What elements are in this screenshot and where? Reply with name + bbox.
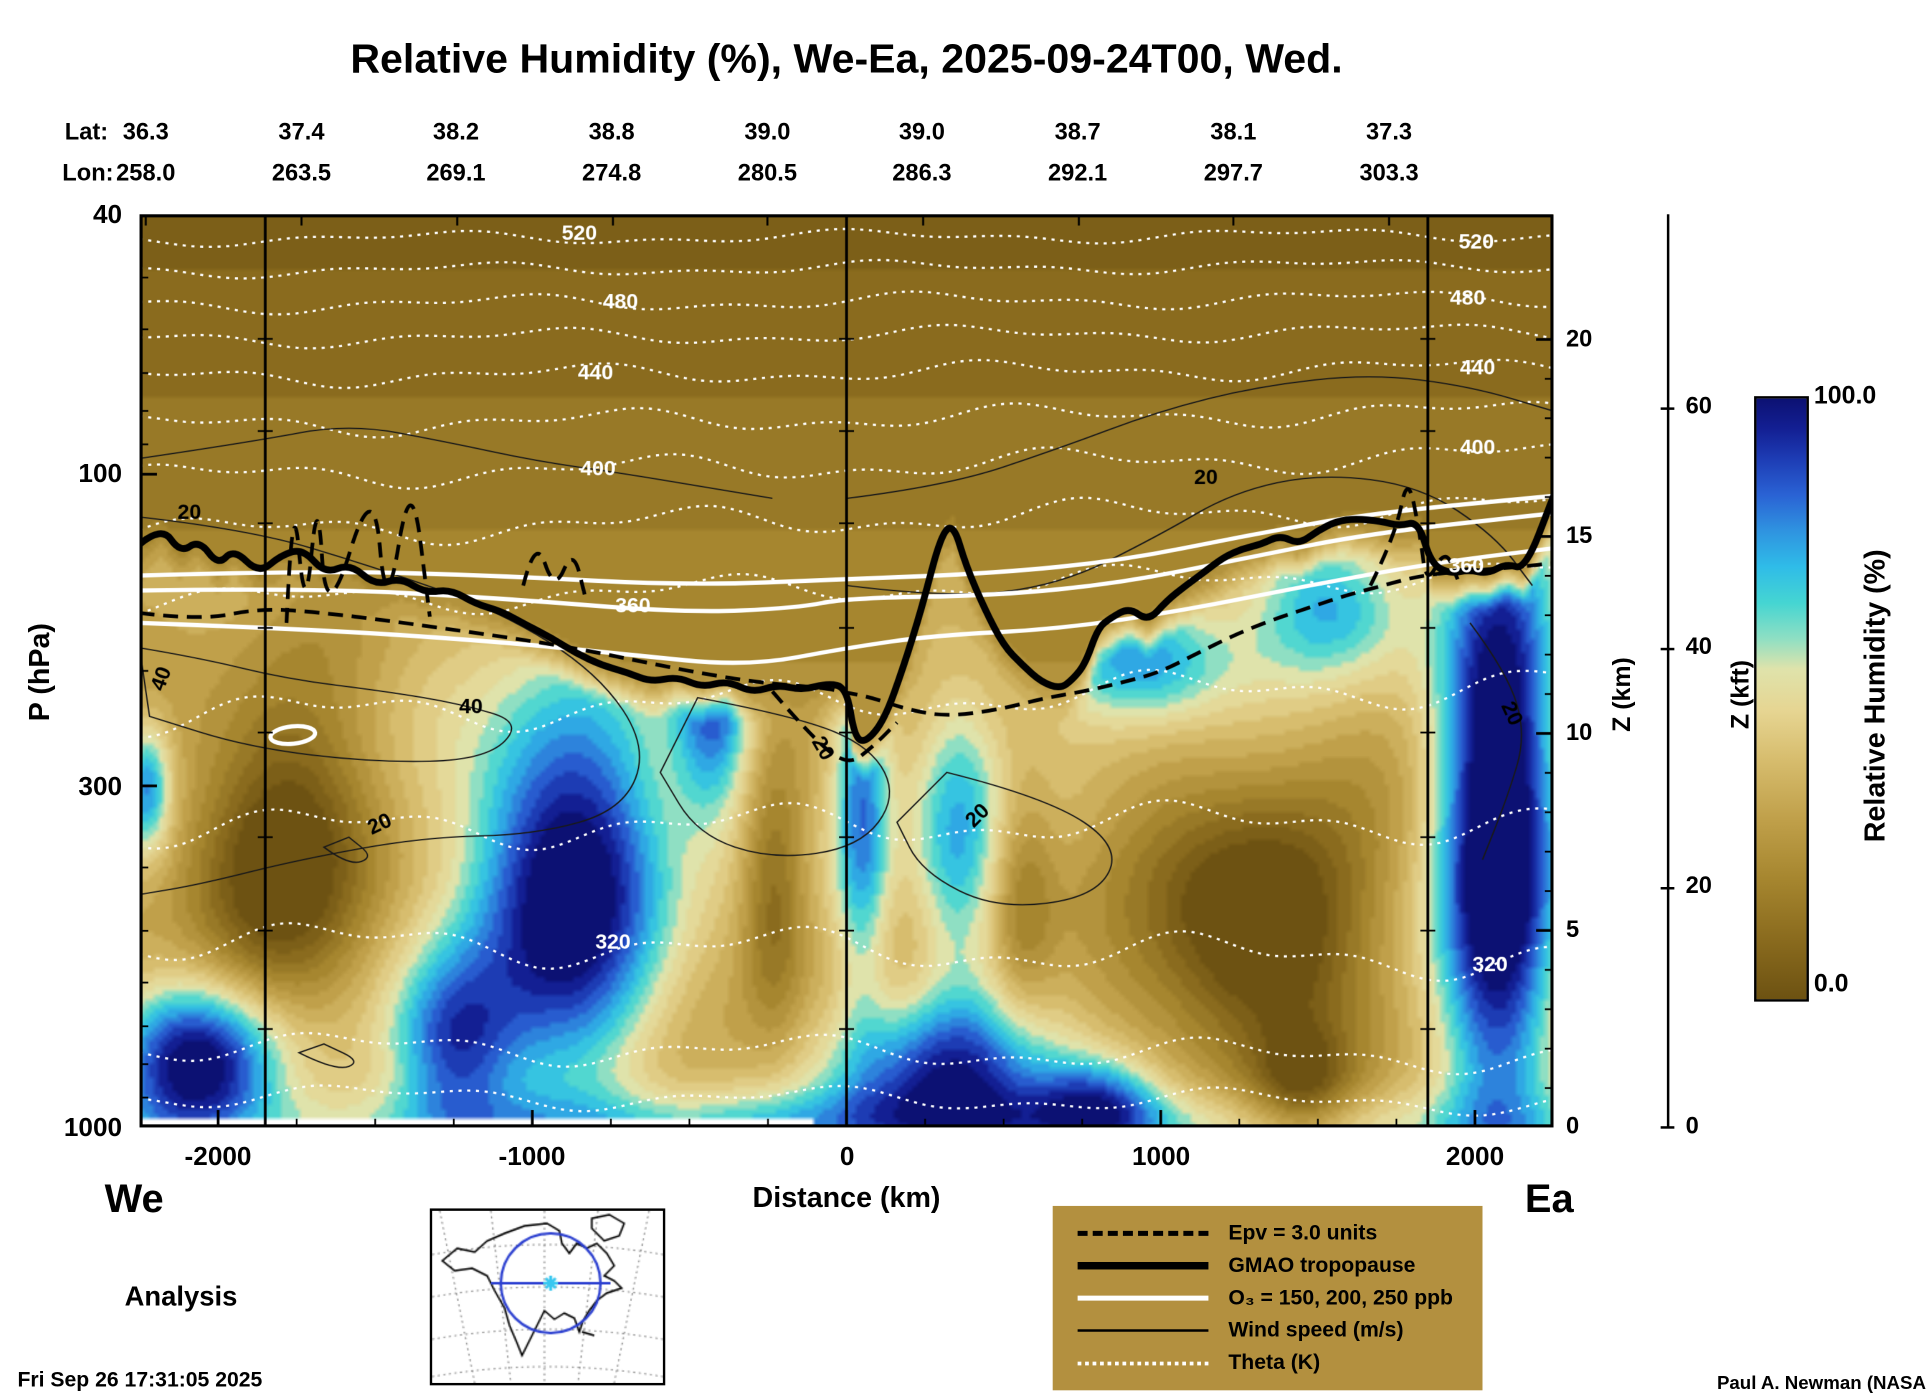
zkft-tick-mark: [1660, 647, 1675, 651]
zkm-axis-label: Z (km): [1608, 657, 1637, 732]
legend-line-wind: [1077, 1329, 1209, 1332]
colorbar-max: 100.0: [1813, 382, 1877, 410]
legend-item-label: Epv = 3.0 units: [1228, 1220, 1378, 1245]
zkft-tick-mark: [1660, 1126, 1675, 1129]
zkm-tick: 20: [1565, 326, 1593, 353]
zkft-tick-mark: [1660, 887, 1675, 890]
colorbar-label: Relative Humidity (%): [1858, 549, 1891, 843]
lon-axis-label: Lon:: [62, 160, 114, 187]
lat-value: 37.4: [278, 119, 325, 146]
lat-value: 39.0: [898, 119, 945, 146]
legend-line-tropopause: [1077, 1261, 1209, 1270]
zkft-tick: 60: [1685, 393, 1712, 420]
humidity-cross-section-canvas: [139, 214, 1554, 1128]
p-axis-tick: 40: [92, 200, 123, 230]
distance-tick: 1000: [1131, 1142, 1191, 1172]
p-axis-tick: 1000: [63, 1113, 123, 1143]
zkm-tick: 5: [1565, 916, 1580, 944]
zkft-tick-mark: [1660, 407, 1675, 410]
p-axis-tick: 300: [78, 772, 123, 802]
lat-value: 38.7: [1054, 119, 1101, 146]
zkft-axis-line: [1666, 214, 1670, 1128]
lon-value: 303.3: [1359, 160, 1419, 187]
footer-credit: Paul A. Newman (NASA: [1716, 1372, 1926, 1394]
legend-item: Wind speed (m/s): [1077, 1318, 1473, 1343]
distance-tick: 2000: [1445, 1142, 1505, 1172]
colorbar-min: 0.0: [1813, 970, 1849, 998]
distance-tick: -1000: [498, 1142, 566, 1172]
chart-title: Relative Humidity (%), We-Ea, 2025-09-24…: [350, 34, 1343, 81]
lon-value: 258.0: [116, 160, 176, 187]
p-axis-label: P (hPa): [23, 623, 56, 722]
legend: Epv = 3.0 units GMAO tropopause O₃ = 150…: [1052, 1205, 1483, 1391]
zkm-tick: 15: [1565, 523, 1593, 550]
colorbar-gradient: [1756, 398, 1807, 1000]
lat-value: 38.8: [588, 119, 635, 146]
lat-value: 38.1: [1210, 119, 1257, 146]
lon-value: 280.5: [737, 160, 798, 187]
colorbar: [1754, 396, 1809, 1002]
distance-axis-label: Distance (km): [752, 1181, 941, 1214]
lat-value: 36.3: [122, 119, 169, 146]
legend-item: Theta (K): [1077, 1350, 1473, 1375]
legend-item: O₃ = 150, 200, 250 ppb: [1077, 1285, 1473, 1311]
zkm-tick: 0: [1565, 1113, 1580, 1140]
lon-value: 274.8: [582, 160, 642, 187]
distance-tick: 0: [839, 1142, 855, 1172]
lat-value: 39.0: [744, 119, 791, 146]
legend-item-label: O₃ = 150, 200, 250 ppb: [1228, 1285, 1454, 1310]
lat-value: 38.2: [432, 119, 479, 146]
analysis-label: Analysis: [124, 1280, 238, 1312]
legend-line-theta: [1077, 1361, 1209, 1365]
legend-item-label: GMAO tropopause: [1228, 1253, 1416, 1277]
legend-item: Epv = 3.0 units: [1077, 1220, 1473, 1246]
map-inset-canvas: [432, 1210, 663, 1383]
lon-value: 269.1: [426, 160, 486, 187]
endpoint-ea: Ea: [1524, 1176, 1574, 1221]
legend-item-label: Wind speed (m/s): [1228, 1318, 1404, 1342]
zkft-axis-label: Z (kft): [1727, 659, 1755, 730]
distance-tick: -2000: [184, 1142, 252, 1172]
legend-item-label: Theta (K): [1228, 1350, 1321, 1375]
footer-timestamp: Fri Sep 26 17:31:05 2025: [17, 1367, 263, 1392]
map-inset: [429, 1208, 666, 1386]
zkft-tick: 40: [1685, 634, 1712, 661]
legend-line-epv: [1077, 1230, 1209, 1236]
lon-value: 263.5: [271, 160, 332, 187]
lon-value: 286.3: [892, 160, 952, 187]
lat-value: 37.3: [1366, 119, 1413, 146]
legend-line-ozone: [1077, 1295, 1209, 1301]
legend-item: GMAO tropopause: [1077, 1253, 1473, 1278]
lon-value: 292.1: [1047, 160, 1108, 187]
zkm-tick: 10: [1565, 720, 1593, 747]
endpoint-we: We: [104, 1176, 164, 1221]
zkft-tick: 20: [1685, 873, 1712, 900]
p-axis-tick: 100: [78, 459, 123, 489]
lon-value: 297.7: [1203, 160, 1263, 187]
lat-axis-label: Lat:: [64, 119, 109, 146]
zkft-tick: 0: [1685, 1113, 1699, 1140]
